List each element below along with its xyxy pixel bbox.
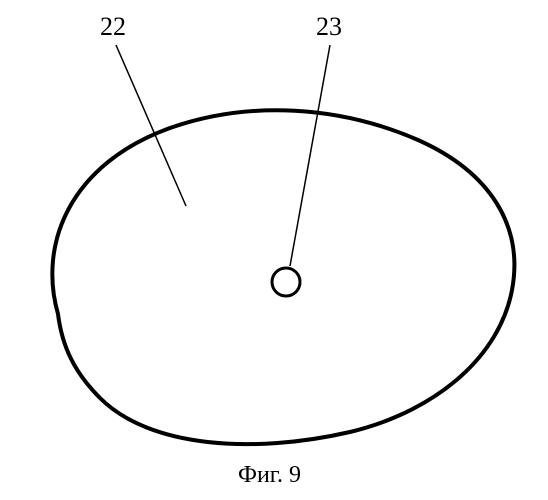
inner-hole-circle (272, 268, 300, 296)
label-23: 23 (316, 12, 342, 42)
diagram-svg (0, 0, 548, 500)
figure-canvas: 22 23 Фиг. 9 (0, 0, 548, 500)
outer-egg-shape (52, 110, 514, 444)
label-22: 22 (100, 12, 126, 42)
figure-caption: Фиг. 9 (238, 462, 301, 489)
leader-line-23 (290, 45, 330, 266)
